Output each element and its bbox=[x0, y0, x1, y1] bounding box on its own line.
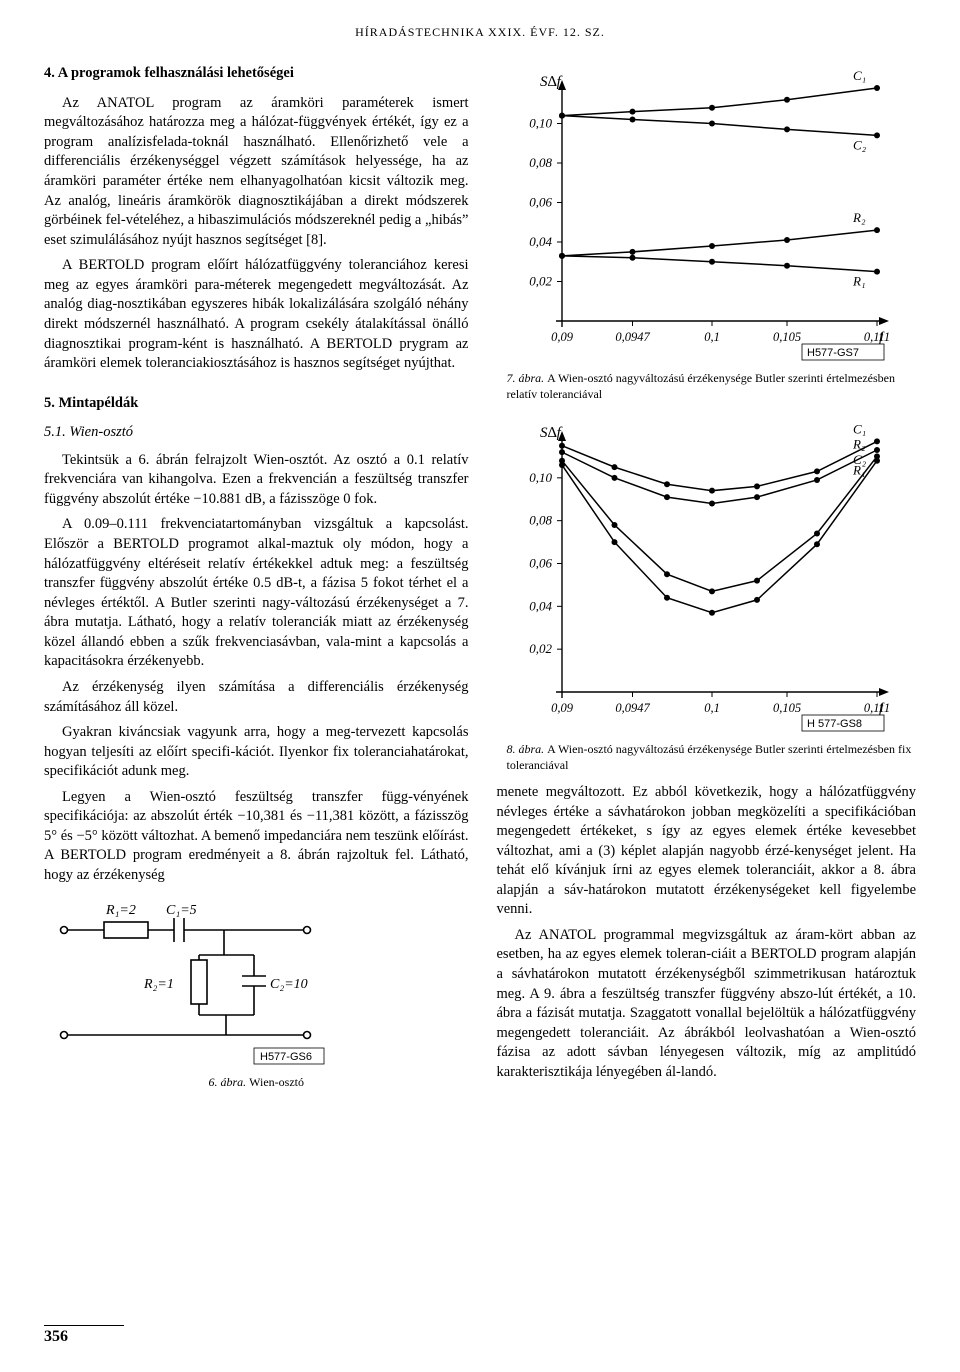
para-rt2: Az ANATOL programmal megvizsgáltuk az ár… bbox=[497, 926, 917, 1083]
svg-text:0,06: 0,06 bbox=[529, 195, 552, 210]
svg-text:0,10: 0,10 bbox=[529, 469, 552, 484]
fig6-idbox: H577-GS6 bbox=[260, 1051, 312, 1063]
figure-8: 0,10 0,08 0,06 0,04 0,02 0,09 0,0947 0,1 0,105 0,… bbox=[497, 417, 917, 773]
svg-text:0,09: 0,09 bbox=[551, 701, 574, 715]
para-51e: Legyen a Wien-osztó feszültség transzfer… bbox=[44, 788, 469, 886]
fig6-c1-label: C₁=5 bbox=[166, 903, 197, 918]
svg-text:0,09: 0,09 bbox=[551, 330, 574, 344]
para-4b: A BERTOLD program előírt hálózatfüggvény… bbox=[44, 256, 469, 373]
svg-text:H 577-GS8: H 577-GS8 bbox=[807, 718, 862, 730]
left-column: 4. A programok felhasználási lehetőségei… bbox=[44, 58, 469, 1100]
heading-4: 4. A programok felhasználási lehetőségei bbox=[44, 64, 469, 84]
fig8-svg: 0,10 0,08 0,06 0,04 0,02 0,09 0,0947 0,1 0,105 0,… bbox=[497, 417, 897, 737]
svg-text:C₁: C₁ bbox=[853, 68, 866, 83]
fig8-cap-txt: A Wien-osztó nagyváltozású érzékenysége … bbox=[507, 742, 912, 772]
svg-text:S∆f: S∆f bbox=[540, 74, 563, 90]
para-51c: Az érzékenység ilyen számítása a differe… bbox=[44, 678, 469, 717]
svg-text:R₁: R₁ bbox=[852, 462, 865, 477]
para-4a: Az ANATOL program az áramköri paramétere… bbox=[44, 94, 469, 251]
page-number: 356 bbox=[44, 1326, 68, 1348]
svg-text:0,1: 0,1 bbox=[704, 330, 720, 344]
svg-text:R₂: R₂ bbox=[852, 436, 866, 451]
para-51d: Gyakran kiváncsiak vagyunk arra, hogy a … bbox=[44, 723, 469, 782]
svg-text:S∆f: S∆f bbox=[540, 425, 563, 441]
fig7-cap-txt: A Wien-osztó nagyváltozású érzékenysége … bbox=[507, 371, 896, 401]
svg-text:0,111: 0,111 bbox=[863, 701, 889, 715]
para-51a: Tekintsük a 6. ábrán felrajzolt Wien-osz… bbox=[44, 451, 469, 510]
svg-text:0,105: 0,105 bbox=[772, 330, 800, 344]
fig7-cap-num: 7. ábra. bbox=[507, 371, 545, 385]
para-51b: A 0.09–0.111 frekvenciatartományban vizs… bbox=[44, 515, 469, 672]
fig8-cap-num: 8. ábra. bbox=[507, 742, 545, 756]
fig6-cap-txt: Wien-osztó bbox=[249, 1075, 304, 1089]
svg-text:C₁: C₁ bbox=[853, 421, 866, 436]
svg-text:R₂: R₂ bbox=[852, 210, 866, 225]
svg-text:0,02: 0,02 bbox=[529, 641, 552, 656]
svg-text:0,02: 0,02 bbox=[529, 274, 552, 289]
fig7-svg: 0,10 0,08 0,06 0,04 0,02 0,09 0,0947 0,1 0,105 0,… bbox=[497, 66, 897, 366]
svg-text:R₁: R₁ bbox=[852, 274, 865, 289]
svg-text:C₂: C₂ bbox=[853, 138, 867, 153]
svg-text:0,1: 0,1 bbox=[704, 701, 720, 715]
svg-text:H577-GS7: H577-GS7 bbox=[807, 347, 859, 359]
fig6-r1-label: R₁=2 bbox=[105, 903, 136, 918]
figure-7: 0,10 0,08 0,06 0,04 0,02 0,09 0,0947 0,1 0,105 0,… bbox=[497, 66, 917, 402]
fig6-cap-num: 6. ábra. bbox=[208, 1075, 246, 1089]
fig6-r2-label: R₂=1 bbox=[143, 977, 174, 992]
svg-text:0,04: 0,04 bbox=[529, 598, 552, 613]
svg-text:0,08: 0,08 bbox=[529, 155, 552, 170]
para-rt1: menete megváltozott. Ez abból következik… bbox=[497, 783, 917, 920]
page-header: HÍRADÁSTECHNIKA XXIX. ÉVF. 12. SZ. bbox=[44, 24, 916, 40]
svg-text:0,04: 0,04 bbox=[529, 234, 552, 249]
svg-text:0,08: 0,08 bbox=[529, 512, 552, 527]
fig6-svg: R₁=2 C₁=5 R₂=1 C₂=10 H577-GS6 bbox=[44, 900, 344, 1070]
heading-5-1: 5.1. Wien-osztó bbox=[44, 423, 469, 443]
heading-5: 5. Mintapéldák bbox=[44, 394, 469, 414]
svg-text:0,10: 0,10 bbox=[529, 116, 552, 131]
fig6-c2-label: C₂=10 bbox=[270, 977, 308, 992]
right-column: 0,10 0,08 0,06 0,04 0,02 0,09 0,0947 0,1 0,105 0,… bbox=[497, 58, 917, 1100]
figure-6: R₁=2 C₁=5 R₂=1 C₂=10 H577-GS6 6. ábra. W… bbox=[44, 900, 469, 1090]
svg-text:0,06: 0,06 bbox=[529, 555, 552, 570]
svg-text:0,111: 0,111 bbox=[863, 330, 889, 344]
svg-text:0,0947: 0,0947 bbox=[615, 330, 650, 344]
svg-text:0,105: 0,105 bbox=[772, 701, 800, 715]
svg-text:0,0947: 0,0947 bbox=[615, 701, 650, 715]
